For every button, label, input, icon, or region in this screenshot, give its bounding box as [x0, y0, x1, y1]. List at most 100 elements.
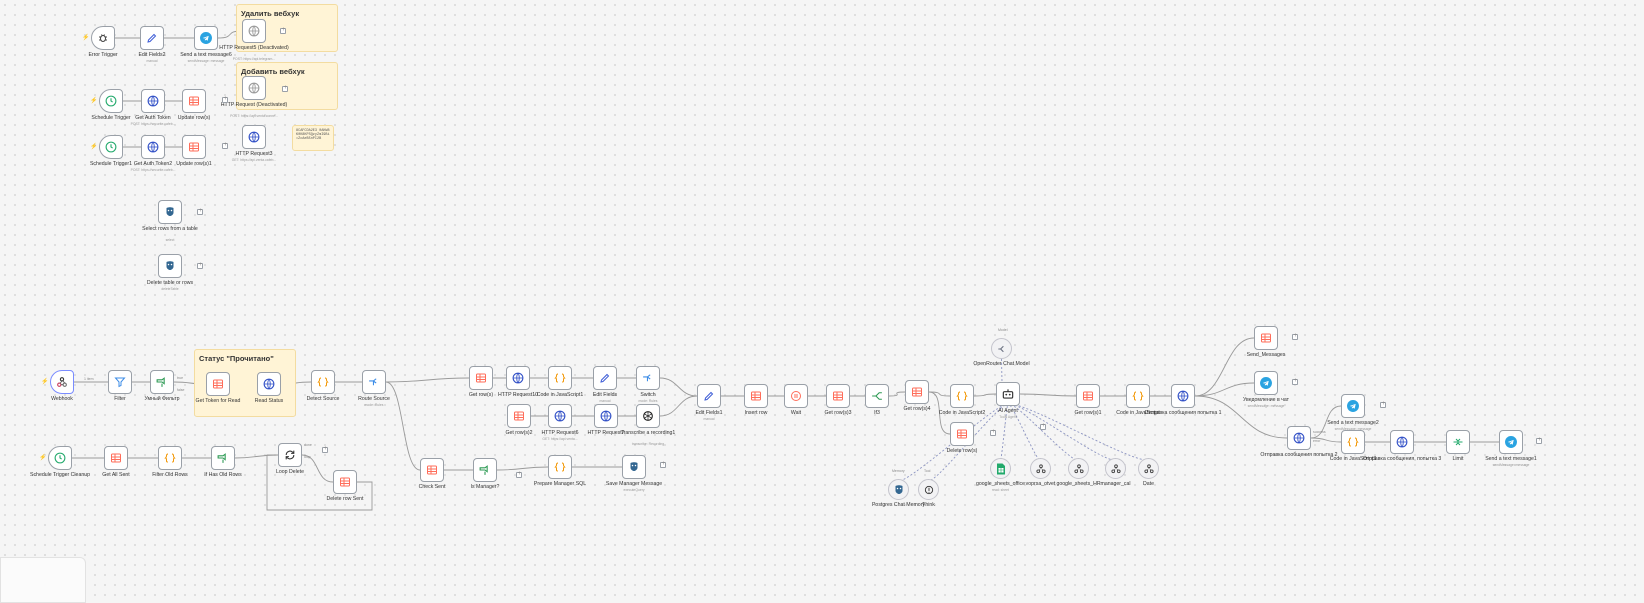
node-delete-row-sent[interactable]: [333, 470, 357, 494]
zoom-controls-panel[interactable]: [0, 557, 86, 603]
add-node-button[interactable]: [1292, 333, 1298, 340]
node-insert-row[interactable]: [744, 384, 768, 408]
node-filter-old-rows[interactable]: [158, 446, 182, 470]
node-if3[interactable]: [865, 384, 889, 408]
node-openrouter-chat-model[interactable]: [991, 338, 1012, 359]
node-schedule-trigger[interactable]: [99, 89, 123, 113]
node-label: Get row(s)1: [1074, 410, 1102, 416]
node-http-request6[interactable]: [548, 404, 572, 428]
node-отправка-сообщения-попытка-2[interactable]: [1287, 426, 1311, 450]
add-node-button[interactable]: [660, 461, 666, 468]
node-schedule-trigger1[interactable]: [99, 135, 123, 159]
node-http-request10[interactable]: [506, 366, 530, 390]
node-filter[interactable]: [108, 370, 132, 394]
node-update-row-s[interactable]: [182, 89, 206, 113]
node-label: Select rows from a table: [142, 226, 198, 232]
node-http-request3[interactable]: [242, 125, 266, 149]
node-subtitle: POST: https://securite.cafeb...: [130, 168, 176, 172]
node-label: Send a text message6: [180, 52, 232, 58]
node-get-auth-token[interactable]: [141, 89, 165, 113]
node-code-in-javascript3[interactable]: [1341, 430, 1365, 454]
connection-label: done: [304, 443, 312, 447]
connection-line: [928, 391, 951, 435]
node-get-row-s-2[interactable]: [507, 404, 531, 428]
node-label: Webhook: [51, 396, 73, 402]
add-node-button[interactable]: [990, 429, 996, 436]
node-limit[interactable]: [1446, 430, 1470, 454]
node-http-request7[interactable]: [594, 404, 618, 428]
node-webhook[interactable]: [50, 370, 74, 394]
add-node-button[interactable]: [197, 208, 203, 215]
add-node-button[interactable]: [322, 446, 328, 453]
node-code-in-javascript2[interactable]: [950, 384, 974, 408]
node-send-a-text-message1[interactable]: [1499, 430, 1523, 454]
add-node-button[interactable]: [1536, 437, 1542, 444]
node-get-token-for-read[interactable]: [206, 372, 230, 396]
add-node-button[interactable]: [516, 471, 522, 478]
node-wait[interactable]: [784, 384, 808, 408]
node-отправка-сообщения-попытка-3[interactable]: [1390, 430, 1414, 454]
trigger-bolt-icon: ⚡: [41, 379, 49, 385]
sticky-title: Удалить вебхук: [241, 9, 300, 18]
node-get-row-s[interactable]: [469, 366, 493, 390]
node-schedule-trigger-cleanup[interactable]: [48, 446, 72, 470]
node-loop-delete[interactable]: [278, 443, 302, 467]
node-get-all-sent[interactable]: [104, 446, 128, 470]
sticky-note[interactable]: 8CAFCDA2E3 0AHW8K0K8KPSQzyZmI9Bi=ZcAeB5n…: [292, 125, 334, 151]
node-google-sheets-hr[interactable]: [1068, 458, 1089, 479]
add-node-button[interactable]: [222, 142, 228, 149]
node-transcribe-a-recording1[interactable]: [636, 404, 660, 428]
node-edit-fields2[interactable]: [140, 26, 164, 50]
node-ai-agent[interactable]: [996, 382, 1020, 406]
node-is-manager[interactable]: [473, 458, 497, 482]
node-get-row-s-4[interactable]: [905, 380, 929, 404]
connection-line: [1194, 382, 1255, 397]
connection-label: Memory: [892, 469, 905, 473]
node-http-request5-deactivated[interactable]: [242, 19, 266, 43]
node-send-a-text-message6[interactable]: [194, 26, 218, 50]
node-отправка-сообщения-попытка-1[interactable]: [1171, 384, 1195, 408]
node-code-in-javascript[interactable]: [1126, 384, 1150, 408]
node-get-row-s-3[interactable]: [826, 384, 850, 408]
node-google-sheets-office[interactable]: [990, 458, 1011, 479]
node-умный-фильтр[interactable]: [150, 370, 174, 394]
node-select-rows-from-a-table[interactable]: [158, 200, 182, 224]
node-think[interactable]: [918, 479, 939, 500]
node-read-status[interactable]: [257, 372, 281, 396]
node-send-a-text-message2[interactable]: [1341, 394, 1365, 418]
node-get-auth-token2[interactable]: [141, 135, 165, 159]
node-subtitle: mode: Rules: [638, 399, 658, 403]
trigger-bolt-icon: ⚡: [90, 144, 98, 150]
node-if-has-old-rows[interactable]: [211, 446, 235, 470]
node-уведомление-в-чат[interactable]: [1254, 371, 1278, 395]
node-get-row-s-1[interactable]: [1076, 384, 1100, 408]
node-http-request-deactivated[interactable]: [242, 76, 266, 100]
add-node-button[interactable]: [282, 85, 288, 92]
node-prepare-manager-sql[interactable]: [548, 455, 572, 479]
node-switch[interactable]: [636, 366, 660, 390]
add-node-button[interactable]: [1040, 423, 1046, 430]
add-node-button[interactable]: [1292, 378, 1298, 385]
node-date[interactable]: [1138, 458, 1159, 479]
node-postgres-chat-memory[interactable]: [888, 479, 909, 500]
node-label: Edit Fields: [592, 392, 618, 398]
add-node-button[interactable]: [197, 262, 203, 269]
node-send-messages[interactable]: [1254, 326, 1278, 350]
node-manager-cal[interactable]: [1105, 458, 1126, 479]
add-node-button[interactable]: [222, 96, 228, 103]
node-delete-table-or-rows[interactable]: [158, 254, 182, 278]
node-error-trigger[interactable]: [91, 26, 115, 50]
node-check-sent[interactable]: [420, 458, 444, 482]
node-save-manager-message[interactable]: [622, 455, 646, 479]
node-route-source[interactable]: [362, 370, 386, 394]
add-node-button[interactable]: [280, 27, 286, 34]
node-voprsa-otvet[interactable]: [1030, 458, 1051, 479]
node-edit-fields[interactable]: [593, 366, 617, 390]
node-delete-row-s[interactable]: [950, 422, 974, 446]
add-node-button[interactable]: [1380, 401, 1386, 408]
node-edit-fields1[interactable]: [697, 384, 721, 408]
node-code-in-javascript1[interactable]: [548, 366, 572, 390]
node-detect-source[interactable]: [311, 370, 335, 394]
node-update-row-s-1[interactable]: [182, 135, 206, 159]
